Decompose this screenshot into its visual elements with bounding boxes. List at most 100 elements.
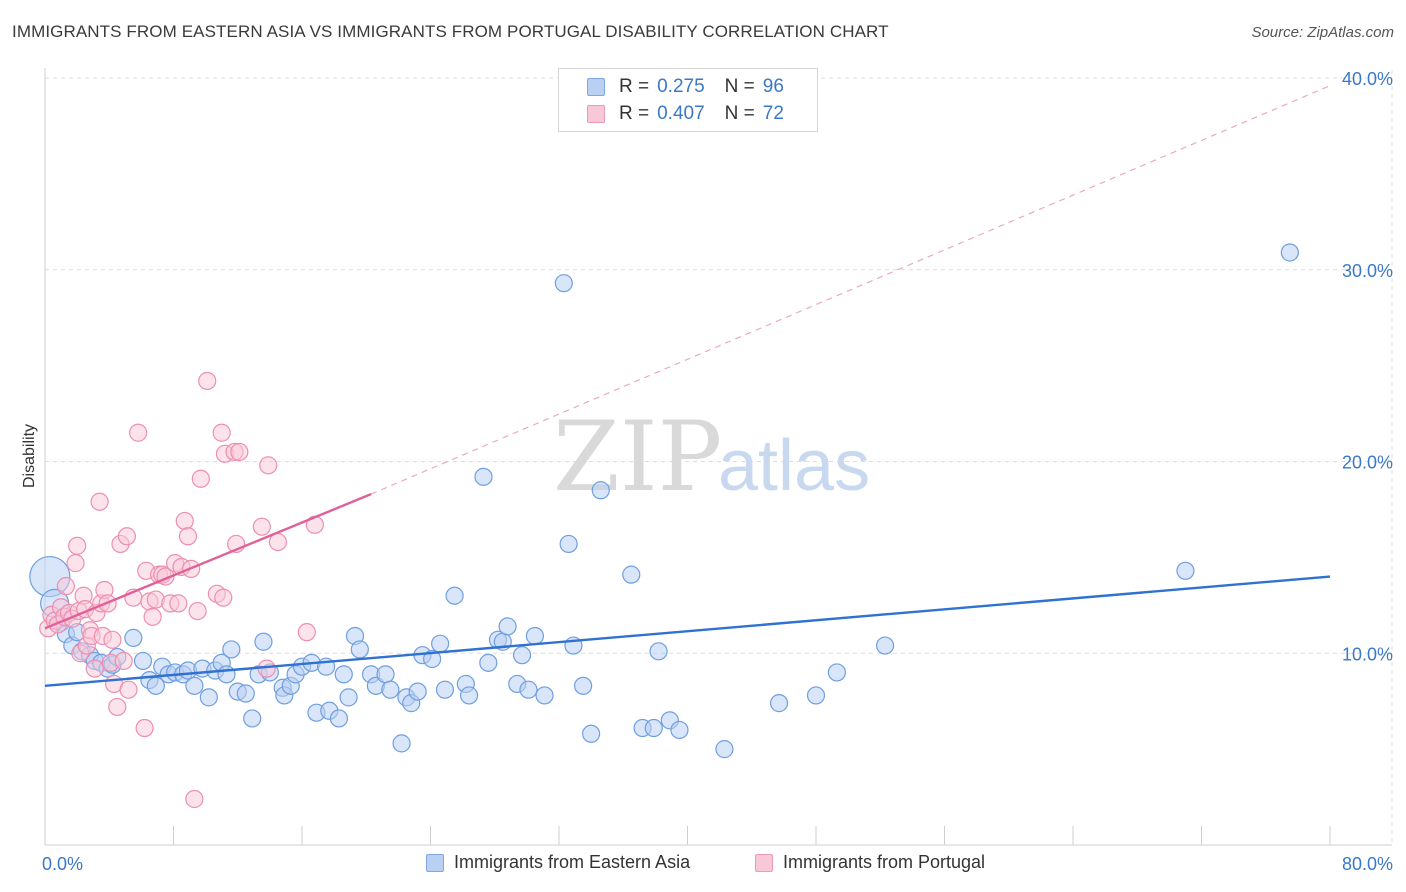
data-point-portugal	[175, 511, 194, 531]
pink-swatch-icon	[587, 105, 605, 123]
data-point-portugal	[135, 718, 154, 738]
data-point-portugal	[198, 371, 217, 391]
data-point-portugal	[185, 789, 204, 809]
data-point-portugal	[169, 594, 188, 613]
watermark-atlas: atlas	[718, 426, 870, 506]
trend-line-eastern-asia	[44, 575, 1331, 688]
y-tick-label: 20.0%	[1342, 453, 1393, 473]
legend-item-portugal: Immigrants from Portugal	[755, 852, 985, 873]
data-point-eastern-asia	[474, 467, 493, 486]
data-point-eastern-asia	[498, 617, 517, 636]
data-point-eastern-asia	[339, 688, 358, 707]
source-credit: Source: ZipAtlas.com	[1251, 24, 1394, 41]
data-point-eastern-asia	[1280, 243, 1299, 262]
data-point-portugal	[129, 423, 148, 442]
data-point-portugal	[117, 527, 137, 546]
data-point-portugal	[188, 601, 207, 621]
data-point-portugal	[143, 607, 162, 626]
watermark-zip: ZIP	[553, 401, 722, 513]
data-point-portugal	[259, 456, 278, 475]
data-point-portugal	[56, 577, 75, 596]
data-point-eastern-asia	[622, 565, 641, 584]
data-point-eastern-asia	[381, 680, 400, 699]
data-point-eastern-asia	[649, 642, 668, 661]
data-point-eastern-asia	[392, 734, 411, 753]
data-point-eastern-asia	[559, 534, 578, 554]
n-value: 96	[762, 76, 784, 97]
data-point-eastern-asia	[525, 626, 545, 646]
data-point-eastern-asia	[329, 709, 349, 728]
trend-extension-portugal	[370, 85, 1331, 495]
data-point-eastern-asia	[573, 676, 593, 695]
data-point-eastern-asia	[554, 274, 573, 293]
data-point-eastern-asia	[535, 686, 554, 705]
y-tick-label: 30.0%	[1342, 261, 1393, 281]
data-point-portugal	[66, 554, 85, 573]
data-point-eastern-asia	[222, 640, 241, 659]
data-point-eastern-asia	[806, 686, 826, 705]
data-point-eastern-asia	[217, 665, 236, 684]
data-point-portugal	[119, 680, 138, 699]
data-point-eastern-asia	[769, 694, 789, 713]
data-point-eastern-asia	[124, 628, 143, 648]
data-point-portugal	[214, 588, 233, 607]
correlation-legend: R = 0.275 N = 96 R = 0.407 N = 72	[558, 68, 818, 132]
data-point-eastern-asia	[715, 740, 734, 759]
data-point-eastern-asia	[254, 632, 273, 651]
y-tick-label: 10.0%	[1342, 644, 1393, 664]
data-point-eastern-asia	[350, 640, 369, 659]
legend-item-eastern-asia: Immigrants from Eastern Asia	[426, 852, 690, 873]
data-point-portugal	[68, 536, 87, 555]
series-eastern-asia	[29, 243, 1299, 759]
data-point-eastern-asia	[334, 665, 353, 684]
axes	[44, 68, 1392, 846]
data-point-eastern-asia	[591, 481, 610, 500]
data-point-eastern-asia	[445, 586, 464, 605]
data-point-portugal	[85, 659, 104, 678]
legend-label: Immigrants from Portugal	[783, 852, 986, 872]
legend-row-eastern-asia: R = 0.275 N = 96	[587, 74, 784, 100]
data-point-portugal	[297, 623, 316, 642]
data-point-portugal	[178, 527, 198, 546]
data-point-eastern-asia	[875, 636, 895, 655]
blue-swatch-icon	[426, 853, 444, 872]
data-point-eastern-asia	[519, 680, 538, 699]
x-tick-label: 80.0%	[1342, 854, 1393, 874]
legend-row-portugal: R = 0.407 N = 72	[587, 101, 784, 127]
data-point-portugal	[191, 469, 210, 488]
data-point-portugal	[103, 630, 122, 649]
data-point-eastern-asia	[408, 682, 427, 701]
data-point-eastern-asia	[459, 686, 479, 705]
y-axis-label: Disability	[21, 424, 38, 488]
x-tick-label: 0.0%	[42, 854, 83, 874]
series-legend: Immigrants from Eastern Asia Immigrants …	[0, 852, 1406, 876]
legend-label: Immigrants from Eastern Asia	[454, 852, 691, 872]
n-label: N =	[724, 103, 755, 124]
data-point-eastern-asia	[512, 646, 532, 665]
trend-line-portugal	[44, 492, 372, 630]
pink-swatch-icon	[755, 853, 773, 872]
data-point-eastern-asia	[236, 684, 255, 703]
data-point-eastern-asia	[582, 724, 601, 743]
r-value: 0.275	[657, 76, 705, 97]
data-point-eastern-asia	[185, 676, 204, 695]
data-point-eastern-asia	[644, 718, 663, 738]
data-point-portugal	[108, 697, 127, 717]
series-portugal	[39, 371, 324, 809]
data-point-eastern-asia	[243, 709, 262, 728]
r-label: R =	[619, 76, 650, 97]
r-value: 0.407	[657, 103, 705, 124]
data-point-eastern-asia	[670, 720, 689, 740]
r-label: R =	[619, 103, 650, 124]
n-value: 72	[762, 103, 784, 124]
data-point-eastern-asia	[435, 680, 455, 699]
tick-labels: 10.0% 20.0% 30.0% 40.0% 0.0% 80.0%	[42, 69, 1393, 874]
data-point-portugal	[252, 517, 271, 536]
data-point-eastern-asia	[827, 663, 846, 682]
n-label: N =	[724, 76, 755, 97]
data-point-portugal	[114, 651, 133, 671]
watermark: ZIP atlas	[553, 401, 870, 513]
blue-swatch-icon	[587, 78, 605, 96]
data-point-eastern-asia	[479, 653, 498, 672]
